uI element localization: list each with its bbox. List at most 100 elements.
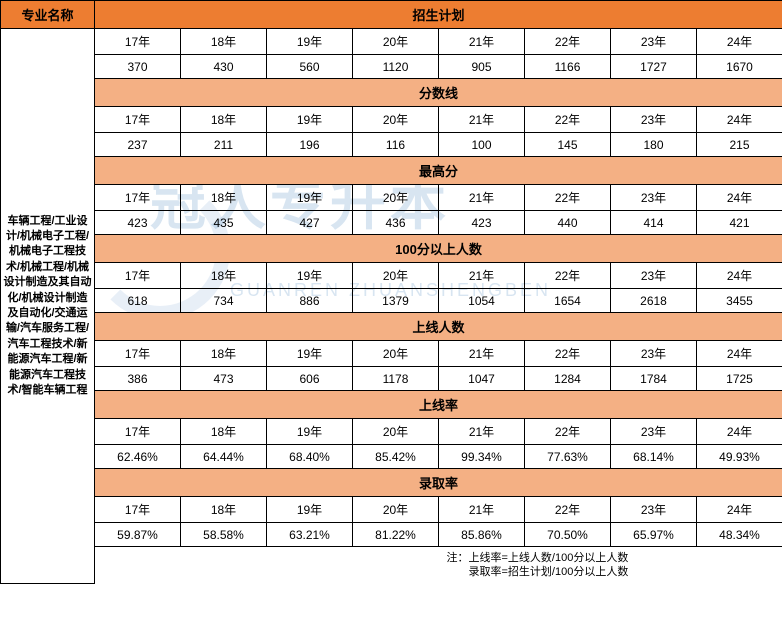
val-cell: 421 — [697, 211, 782, 235]
year-cell: 20年 — [353, 107, 439, 133]
val-cell: 100 — [439, 133, 525, 157]
val-cell: 59.87% — [95, 523, 181, 547]
val-cell: 440 — [525, 211, 611, 235]
val-cell: 48.34% — [697, 523, 782, 547]
year-cell: 20年 — [353, 497, 439, 523]
val-cell: 68.40% — [267, 445, 353, 469]
year-cell: 19年 — [267, 419, 353, 445]
val-cell: 3455 — [697, 289, 782, 313]
majors-cell: 车辆工程/工业设计/机械电子工程/机械电子工程技术/机械工程/机械设计制造及其自… — [1, 29, 95, 584]
year-cell: 19年 — [267, 341, 353, 367]
val-cell: 1379 — [353, 289, 439, 313]
val-cell: 237 — [95, 133, 181, 157]
year-cell: 23年 — [611, 341, 697, 367]
empty-cell — [95, 547, 439, 584]
year-cell: 17年 — [95, 497, 181, 523]
val-cell: 1670 — [697, 55, 782, 79]
val-cell: 64.44% — [181, 445, 267, 469]
year-cell: 23年 — [611, 497, 697, 523]
year-cell: 21年 — [439, 29, 525, 55]
year-cell: 17年 — [95, 419, 181, 445]
year-cell: 22年 — [525, 29, 611, 55]
year-cell: 21年 — [439, 107, 525, 133]
year-cell: 22年 — [525, 341, 611, 367]
section-header: 录取率 — [95, 469, 782, 497]
section-header: 上线人数 — [95, 313, 782, 341]
val-cell: 85.42% — [353, 445, 439, 469]
val-cell: 196 — [267, 133, 353, 157]
year-cell: 19年 — [267, 497, 353, 523]
val-cell: 116 — [353, 133, 439, 157]
val-cell: 734 — [181, 289, 267, 313]
val-cell: 386 — [95, 367, 181, 391]
year-cell: 24年 — [697, 107, 782, 133]
year-cell: 19年 — [267, 263, 353, 289]
year-cell: 19年 — [267, 29, 353, 55]
val-cell: 427 — [267, 211, 353, 235]
year-cell: 20年 — [353, 29, 439, 55]
val-cell: 211 — [181, 133, 267, 157]
section-header: 分数线 — [95, 79, 782, 107]
val-cell: 1784 — [611, 367, 697, 391]
val-cell: 2618 — [611, 289, 697, 313]
val-cell: 886 — [267, 289, 353, 313]
year-cell: 19年 — [267, 107, 353, 133]
val-cell: 99.34% — [439, 445, 525, 469]
year-cell: 21年 — [439, 263, 525, 289]
val-cell: 414 — [611, 211, 697, 235]
val-cell: 1725 — [697, 367, 782, 391]
val-cell: 606 — [267, 367, 353, 391]
data-table: 专业名称 招生计划 车辆工程/工业设计/机械电子工程/机械电子工程技术/机械工程… — [0, 0, 782, 584]
val-cell: 436 — [353, 211, 439, 235]
section-header: 100分以上人数 — [95, 235, 782, 263]
header-plan: 招生计划 — [95, 1, 782, 29]
val-cell: 81.22% — [353, 523, 439, 547]
year-cell: 22年 — [525, 185, 611, 211]
year-cell: 17年 — [95, 29, 181, 55]
year-cell: 24年 — [697, 185, 782, 211]
val-cell: 370 — [95, 55, 181, 79]
val-cell: 58.58% — [181, 523, 267, 547]
val-cell: 68.14% — [611, 445, 697, 469]
section-header: 最高分 — [95, 157, 782, 185]
val-cell: 1047 — [439, 367, 525, 391]
val-cell: 1120 — [353, 55, 439, 79]
year-cell: 21年 — [439, 185, 525, 211]
year-cell: 23年 — [611, 263, 697, 289]
year-cell: 23年 — [611, 185, 697, 211]
year-cell: 22年 — [525, 263, 611, 289]
year-cell: 22年 — [525, 497, 611, 523]
year-cell: 22年 — [525, 419, 611, 445]
year-cell: 17年 — [95, 263, 181, 289]
val-cell: 1166 — [525, 55, 611, 79]
year-cell: 18年 — [181, 185, 267, 211]
year-cell: 18年 — [181, 263, 267, 289]
year-cell: 17年 — [95, 107, 181, 133]
val-cell: 1727 — [611, 55, 697, 79]
val-cell: 473 — [181, 367, 267, 391]
year-cell: 17年 — [95, 341, 181, 367]
notes-cell: 注：上线率=上线人数/100分以上人数 录取率=招生计划/100分以上人数 — [439, 547, 782, 584]
val-cell: 435 — [181, 211, 267, 235]
note-line1: 注：上线率=上线人数/100分以上人数 — [447, 551, 781, 565]
year-cell: 24年 — [697, 263, 782, 289]
year-cell: 18年 — [181, 107, 267, 133]
val-cell: 49.93% — [697, 445, 782, 469]
val-cell: 65.97% — [611, 523, 697, 547]
year-cell: 24年 — [697, 497, 782, 523]
val-cell: 905 — [439, 55, 525, 79]
year-cell: 22年 — [525, 107, 611, 133]
header-major: 专业名称 — [1, 1, 95, 29]
year-cell: 20年 — [353, 263, 439, 289]
year-cell: 17年 — [95, 185, 181, 211]
val-cell: 618 — [95, 289, 181, 313]
section-header: 上线率 — [95, 391, 782, 419]
val-cell: 1654 — [525, 289, 611, 313]
year-cell: 18年 — [181, 29, 267, 55]
year-cell: 23年 — [611, 419, 697, 445]
year-cell: 18年 — [181, 497, 267, 523]
val-cell: 560 — [267, 55, 353, 79]
year-cell: 19年 — [267, 185, 353, 211]
year-cell: 21年 — [439, 497, 525, 523]
val-cell: 1284 — [525, 367, 611, 391]
